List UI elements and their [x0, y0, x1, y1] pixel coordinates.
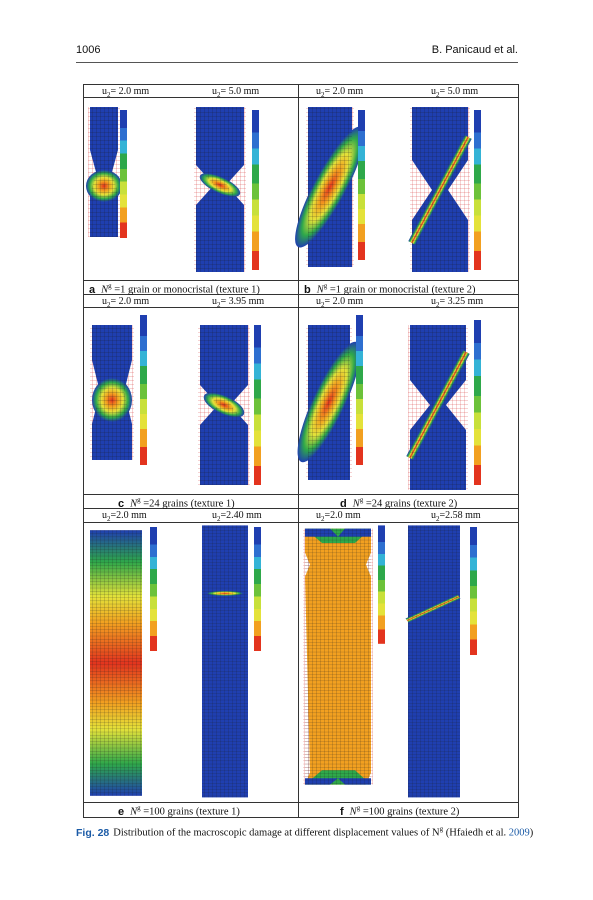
panel-c-sup: g [137, 496, 141, 504]
panel-a-sup: g [108, 282, 112, 290]
panel-c-label: c Ng =24 grains (texture 1) [118, 496, 235, 510]
panel-a-n: N [101, 284, 109, 296]
specimen-f2 [405, 525, 477, 798]
caption-body-2: (Hfaiedh et al. [443, 827, 509, 839]
panel-e-label: e Ng =100 grains (texture 1) [118, 804, 240, 818]
row2-head-1: u2= 2.0 mm [102, 296, 150, 309]
specimen-b1 [295, 107, 365, 267]
row3-head-3: u2=2.0 mm [316, 510, 361, 523]
panel-f-letter: f [340, 805, 344, 818]
row2-head-4: u2= 3.25 mm [431, 296, 484, 309]
panel-e-sup: g [137, 804, 141, 812]
panel-b-letter: b [304, 283, 311, 296]
row3-head-2: u2=2.40 mm [212, 510, 262, 523]
panel-f-sup: g [356, 804, 361, 812]
specimen-c1 [90, 315, 147, 465]
row2-head-rule-b [83, 307, 519, 308]
specimen-c2 [198, 325, 261, 485]
running-header: 1006 B. Panicaud et al. [76, 44, 518, 60]
specimen-d2 [406, 320, 481, 490]
running-authors: B. Panicaud et al. [431, 44, 518, 56]
row2-head-3: u2= 2.0 mm [316, 296, 364, 309]
panel-e-n: N [130, 806, 138, 818]
panel-e-text: =100 grains (texture 1) [140, 806, 240, 818]
panel-d-text: =24 grains (texture 2) [363, 498, 458, 510]
panel-f-text: =100 grains (texture 2) [360, 806, 460, 818]
row3-head-1: u2=2.0 mm [102, 510, 147, 523]
page-number: 1006 [76, 44, 101, 56]
specimen-b2 [408, 107, 481, 272]
caption-reference-link[interactable]: 2009 [508, 827, 530, 839]
panel-b-n: N [316, 284, 324, 296]
figure-frame [83, 84, 519, 818]
row3-head-rule [83, 508, 519, 509]
specimen-a2 [194, 107, 259, 272]
caption-body: Distribution of the macroscopic damage a… [113, 827, 440, 839]
row1-head-rule [83, 97, 519, 98]
row1-head-3: u2= 2.0 mm [316, 86, 364, 99]
panel-f-n: N [349, 806, 357, 818]
panel-d-letter: d [340, 497, 347, 510]
caption-sup: g [439, 825, 444, 833]
row2-head-rule [83, 294, 519, 295]
row3-head-rule-b [83, 522, 519, 523]
row2-head-2: u2= 3.95 mm [212, 296, 265, 309]
caption-label: Fig. 28 [76, 826, 110, 839]
header-rule [76, 62, 518, 63]
panel-a-label: a Ng =1 grain or monocristal (texture 1) [89, 282, 260, 296]
row3-head-4: u2=2.58 mm [431, 510, 481, 523]
specimen-a1 [86, 107, 127, 238]
panel-b-label: b Ng =1 grain or monocristal (texture 2) [304, 282, 475, 296]
row1-head-4: u2= 5.0 mm [431, 86, 479, 99]
row3-foot-rule [83, 802, 519, 803]
specimen-d1 [297, 315, 363, 480]
panel-b-sup: g [323, 282, 328, 290]
panel-e-letter: e [118, 805, 125, 818]
specimen-e1 [90, 527, 157, 796]
caption-body-3: ) [529, 827, 534, 839]
panel-f-label: f Ng =100 grains (texture 2) [340, 804, 459, 818]
panel-d-label: d Ng =24 grains (texture 2) [340, 496, 457, 510]
panel-a-letter: a [89, 283, 96, 296]
row1-head-2: u2= 5.0 mm [212, 86, 260, 99]
row2-foot-rule [83, 494, 519, 495]
specimen-e2 [202, 525, 261, 798]
panel-d-sup: g [359, 496, 364, 504]
figure-caption-real: Fig. 28 Distribution of the macroscopic d… [76, 822, 538, 841]
panel-a-text: =1 grain or monocristal (texture 1) [111, 284, 260, 296]
panel-c-n: N [130, 498, 138, 510]
specimen-f1 [303, 525, 385, 785]
panel-b-text: =1 grain or monocristal (texture 2) [327, 284, 476, 296]
panel-d-n: N [352, 498, 360, 510]
panel-c-text: =24 grains (texture 1) [140, 498, 235, 510]
row1-head-1: u2= 2.0 mm [102, 86, 150, 99]
panel-c-letter: c [118, 497, 125, 510]
row1-foot-rule [83, 280, 519, 281]
